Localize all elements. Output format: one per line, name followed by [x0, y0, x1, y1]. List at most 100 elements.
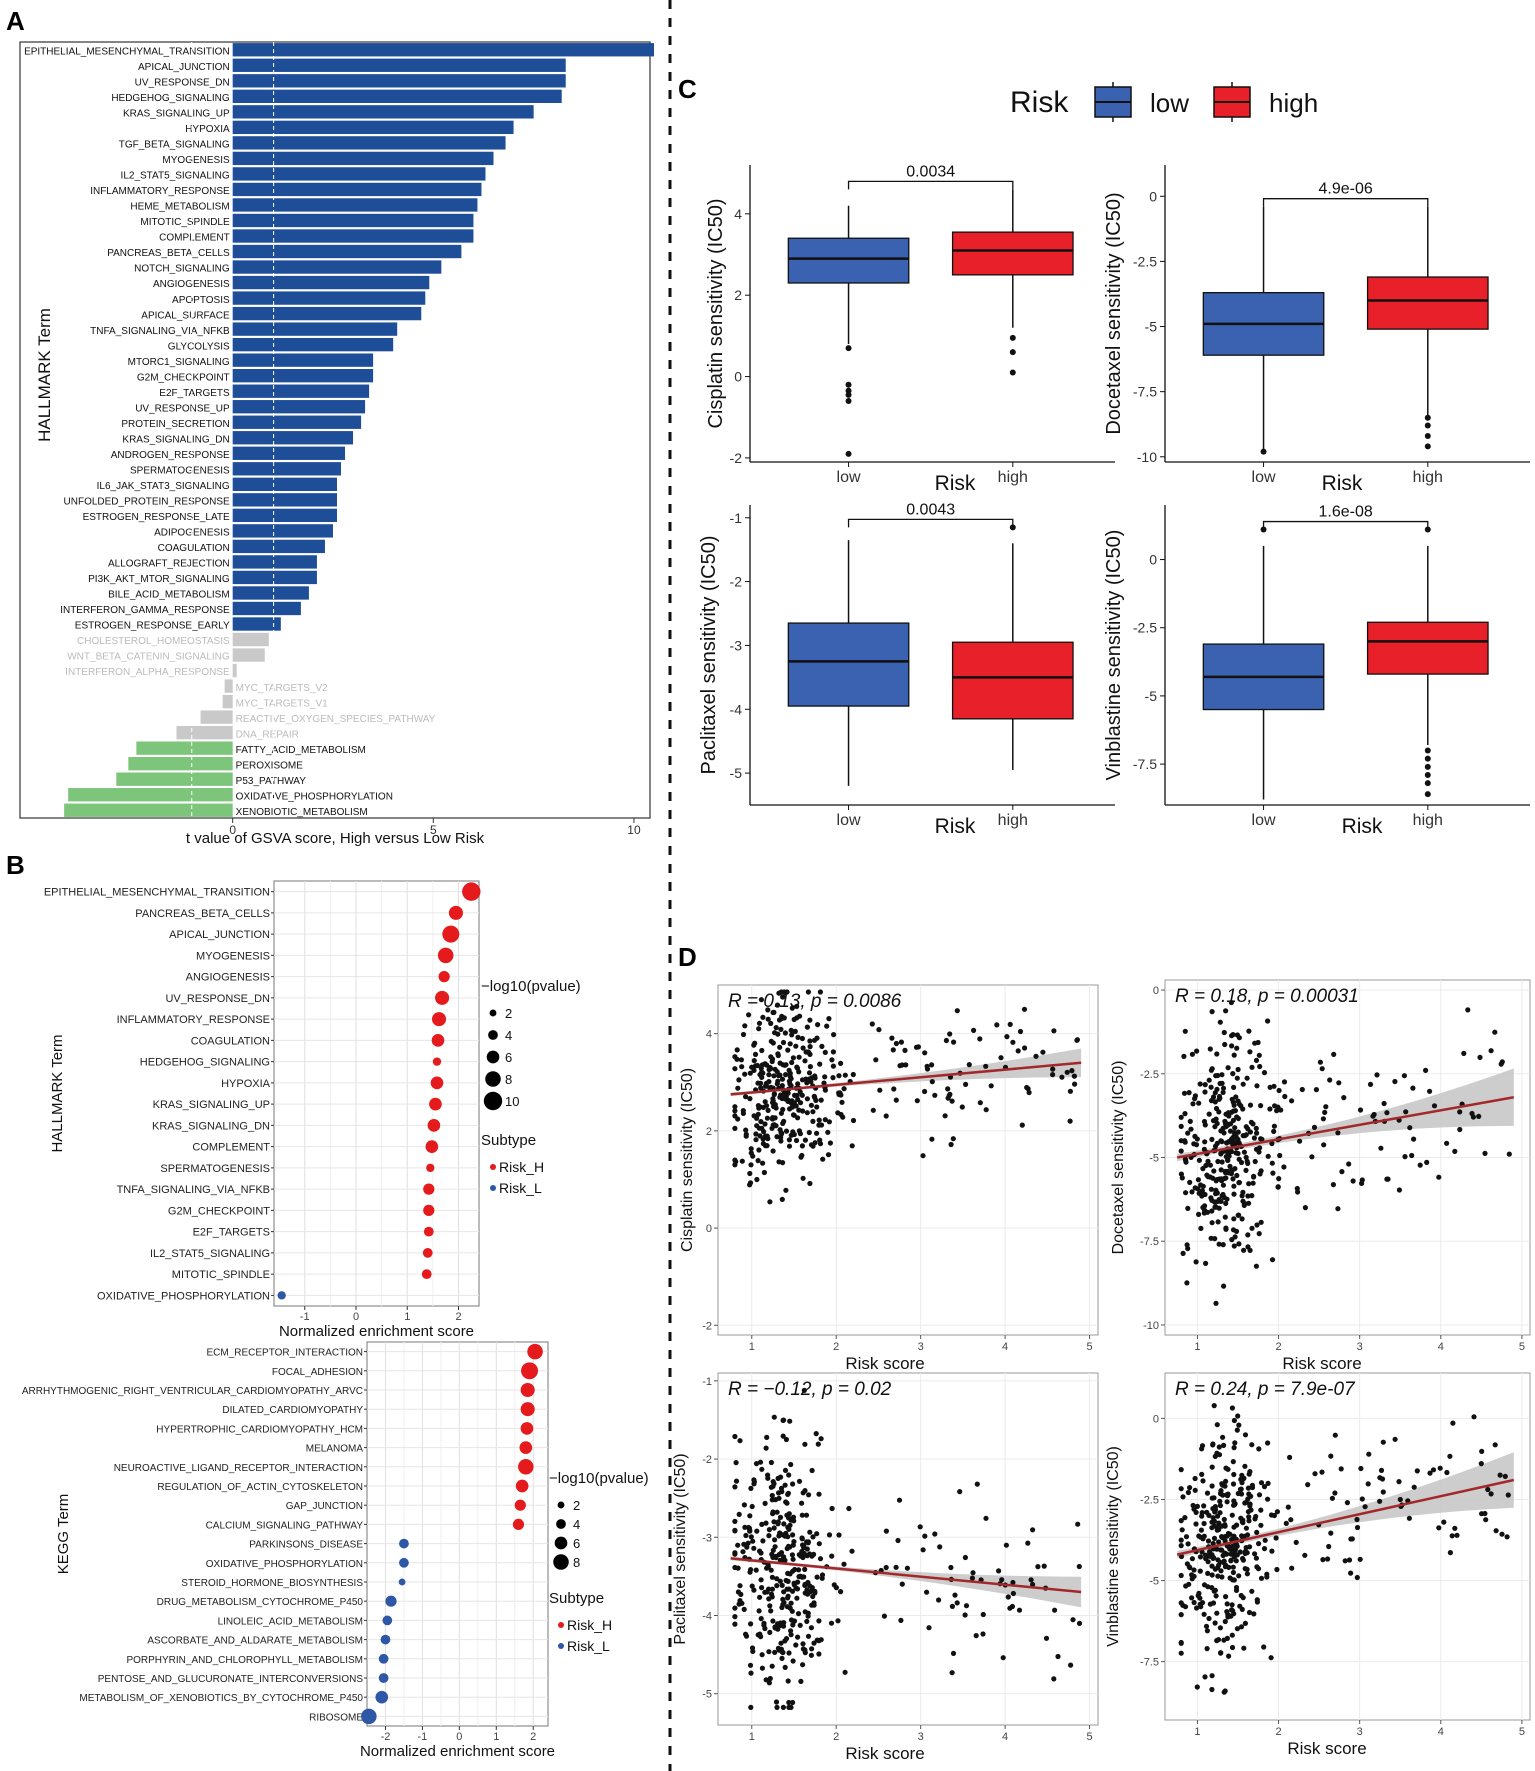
data-point: [1213, 1593, 1219, 1599]
data-point: [876, 1027, 882, 1033]
data-point: [1192, 1096, 1198, 1102]
data-point: [1059, 1074, 1065, 1080]
data-point: [802, 1488, 808, 1494]
term-label: EPITHELIAL_MESENCHYMAL_TRANSITION: [44, 887, 270, 899]
data-point: [1231, 1084, 1237, 1090]
data-point: [1212, 1124, 1218, 1130]
data-point: [1297, 1138, 1303, 1144]
data-point: [804, 1618, 810, 1624]
data-point: [1235, 1115, 1241, 1122]
data-point: [1206, 1077, 1212, 1083]
data-point: [1221, 1283, 1227, 1289]
data-point: [1025, 1540, 1031, 1546]
dot: [375, 1690, 389, 1704]
data-point: [741, 1606, 747, 1612]
data-point: [922, 1088, 928, 1095]
data-point: [1218, 1650, 1224, 1656]
data-point: [1224, 1601, 1230, 1607]
data-point: [811, 1093, 817, 1099]
x-axis-title: Risk score: [845, 1744, 924, 1763]
bar-label: PROTEIN_SECRETION: [121, 419, 229, 430]
data-point: [1238, 1624, 1245, 1630]
data-point: [1246, 1514, 1252, 1520]
box: [787, 237, 910, 284]
term-label: ECM_RECEPTOR_INTERACTION: [206, 1348, 363, 1359]
data-point: [1222, 1214, 1228, 1220]
data-point: [790, 1658, 796, 1664]
data-point: [1195, 1177, 1201, 1183]
term-label: REGULATION_OF_ACTIN_CYTOSKELETON: [157, 1482, 363, 1493]
data-point: [802, 1566, 808, 1572]
data-point: [822, 1049, 828, 1055]
data-point: [1235, 1490, 1241, 1497]
data-point: [756, 1020, 763, 1026]
data-point: [1191, 1573, 1197, 1579]
bar-label: WNT_BETA_CATENIN_SIGNALING: [67, 652, 230, 663]
data-point: [1028, 1577, 1034, 1583]
data-point: [795, 1115, 801, 1121]
data-point: [924, 1589, 930, 1595]
data-point: [1258, 1480, 1265, 1486]
data-point: [747, 1662, 754, 1668]
data-point: [782, 1557, 788, 1563]
data-point: [1231, 1445, 1237, 1451]
data-point: [812, 1590, 818, 1596]
data-point: [1254, 1130, 1260, 1136]
data-point: [818, 1637, 824, 1643]
data-point: [781, 1015, 787, 1021]
data-point: [1209, 1208, 1215, 1214]
regression-line: [730, 1557, 1082, 1594]
data-point: [766, 1533, 772, 1539]
data-point: [1030, 1527, 1036, 1533]
data-point: [1201, 1503, 1207, 1509]
data-point: [769, 1586, 776, 1592]
data-point: [780, 1433, 786, 1439]
data-point: [760, 1160, 766, 1166]
data-point: [791, 1618, 798, 1624]
p-value-label: 0.0043: [906, 501, 955, 518]
data-point: [735, 1116, 741, 1122]
data-point: [800, 1175, 806, 1181]
data-point: [1254, 1529, 1260, 1535]
data-point: [1258, 1136, 1264, 1142]
data-point: [1210, 1540, 1216, 1547]
data-point: [732, 1527, 738, 1533]
x-tick-label: -1: [300, 1311, 310, 1323]
dot: [398, 1578, 406, 1586]
data-point: [1220, 1089, 1226, 1095]
y-tick-label: -7.5: [1140, 1657, 1159, 1669]
data-point: [1209, 1686, 1215, 1693]
data-point: [1384, 1110, 1390, 1116]
data-point: [980, 1631, 986, 1637]
data-point: [1231, 1417, 1237, 1424]
data-point: [1320, 1557, 1326, 1563]
data-point: [1471, 1414, 1477, 1420]
x-tick-label: 1: [749, 1731, 755, 1743]
data-point: [780, 994, 786, 1000]
data-point: [840, 1114, 846, 1120]
data-point: [1482, 1510, 1488, 1517]
regression-line: [1176, 1478, 1515, 1556]
data-point: [950, 1650, 957, 1656]
outlier: [1424, 422, 1431, 429]
data-point: [1230, 1577, 1236, 1583]
data-point: [774, 1509, 780, 1515]
data-point: [1452, 1525, 1458, 1531]
data-point: [799, 1143, 806, 1149]
data-point: [1477, 1054, 1483, 1060]
data-point: [807, 1038, 813, 1044]
data-point: [798, 1154, 804, 1160]
data-point: [769, 1551, 775, 1557]
data-point: [1283, 1520, 1289, 1526]
data-point: [1181, 1053, 1187, 1059]
data-point: [762, 1133, 769, 1139]
bar-label: HYPOXIA: [185, 124, 230, 135]
data-point: [758, 1080, 764, 1086]
data-point: [839, 1099, 845, 1105]
data-point: [846, 1505, 852, 1512]
dot: [361, 1708, 377, 1725]
data-point: [774, 1583, 780, 1589]
data-point: [779, 1196, 785, 1202]
correlation-annotation: R = 0.24, p = 7.9e-07: [1175, 1379, 1356, 1400]
data-point: [1050, 1072, 1056, 1078]
